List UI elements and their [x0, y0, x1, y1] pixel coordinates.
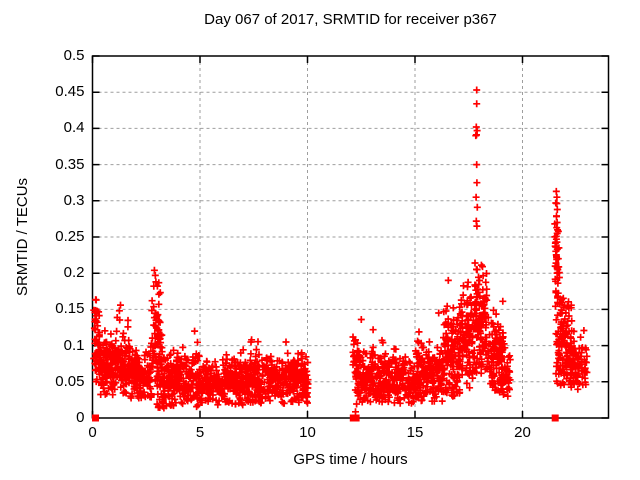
y-tick-label: 0.25 — [55, 228, 85, 245]
y-tick-label: 0.05 — [55, 372, 85, 390]
y-tick-label: 0.3 — [63, 191, 85, 209]
grid-lines — [92, 56, 609, 418]
x-tick-label: 15 — [406, 424, 424, 441]
zero-value-marker — [551, 414, 559, 422]
y-tick-label: 0.45 — [55, 83, 85, 101]
x-tick-label: 0 — [88, 424, 97, 441]
x-tick-label: 5 — [195, 424, 205, 441]
y-tick-label: 0.5 — [63, 47, 85, 64]
y-tick-label: 0.35 — [55, 155, 85, 173]
data-points — [90, 86, 591, 416]
zero-value-marker — [92, 414, 99, 422]
y-tick-label: 0.4 — [63, 119, 85, 137]
y-tick-label: 0 — [76, 409, 85, 426]
x-tick-label: 20 — [514, 424, 531, 441]
x-tick-label: 10 — [299, 424, 316, 441]
y-tick-label: 0.15 — [55, 300, 85, 318]
chart-title: Day 067 of 2017, SRMTID for receiver p36… — [204, 11, 497, 28]
x-axis-label: GPS time / hours — [293, 451, 408, 468]
y-tick-label: 0.2 — [63, 264, 85, 282]
y-tick-label: 0.1 — [63, 336, 85, 354]
zero-value-marker — [352, 414, 360, 422]
